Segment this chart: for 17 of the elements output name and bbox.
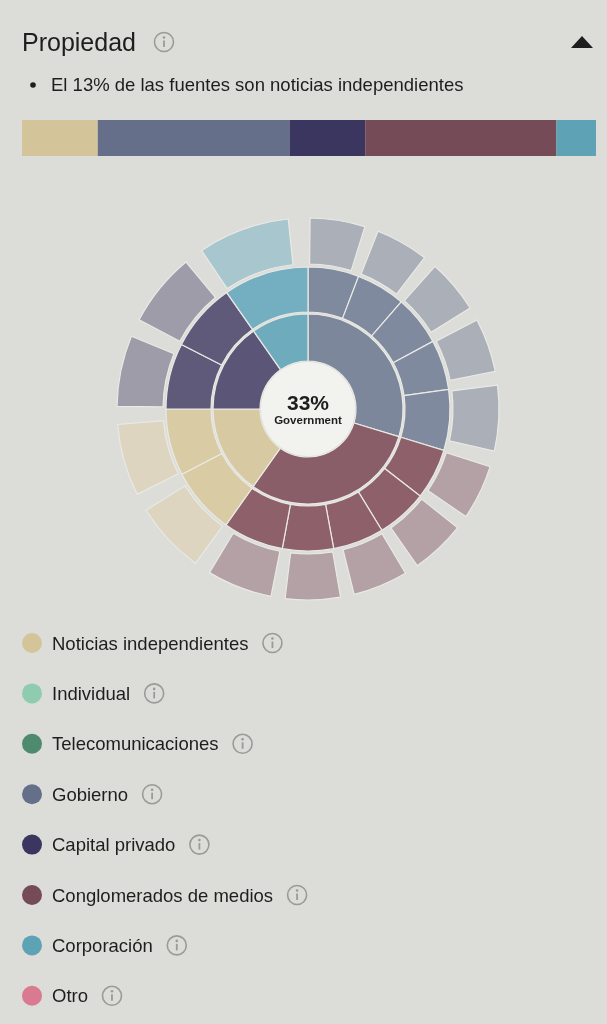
text: El 13% de las fuentes son noticias independientes	[51, 74, 464, 95]
legend-label: Conglomerados de medios	[52, 884, 274, 906]
legend-label: Corporación	[52, 934, 153, 956]
legend-label: Capital privado	[52, 834, 176, 856]
bar	[289, 120, 366, 156]
legend-label: Individual	[52, 682, 131, 704]
legend-label: Otro	[52, 985, 88, 1007]
legend-label: Gobierno	[52, 783, 129, 805]
bar	[97, 120, 290, 156]
bar	[365, 120, 557, 156]
legend-label: Noticias independientes	[52, 632, 249, 654]
text: Government	[274, 414, 343, 426]
chart-title: Propiedad	[22, 28, 136, 56]
bar	[556, 120, 596, 156]
text: 33%	[286, 391, 330, 414]
legend-label: Telecomunicaciones	[52, 733, 219, 755]
bar	[22, 120, 98, 156]
